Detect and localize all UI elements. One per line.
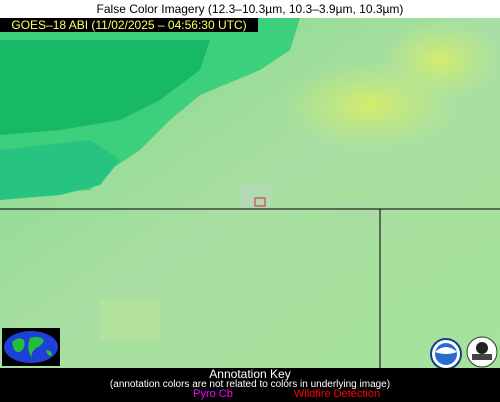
cimss-logo <box>466 336 498 368</box>
annotation-title: Annotation Key <box>209 367 290 381</box>
image-label: GOES–18 ABI (11/02/2025 – 04:56:30 UTC) <box>11 18 246 32</box>
key-label: Pyro Cb <box>193 388 233 400</box>
annotation-panel <box>0 368 500 402</box>
detection-box <box>254 197 266 207</box>
label-box <box>0 18 258 32</box>
annotation-note: (annotation colors are not related to co… <box>110 379 390 390</box>
noaa-logo <box>430 338 462 370</box>
globe-logo <box>2 328 60 366</box>
title: False Color Imagery (12.3–10.3µm, 10.3–3… <box>97 2 404 16</box>
key-label: Wildfire Detection <box>294 388 380 400</box>
satellite-image <box>0 18 500 368</box>
